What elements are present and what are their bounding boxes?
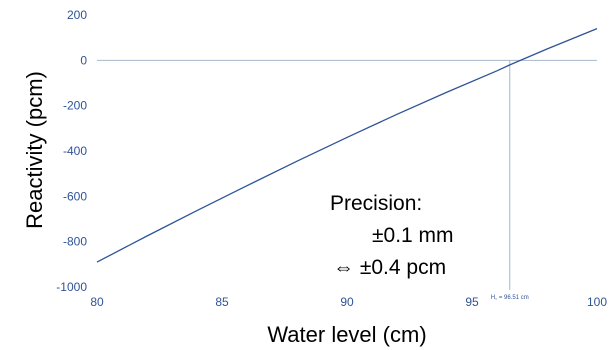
y-tick-label: -600 <box>63 189 87 203</box>
x-tick-label: 85 <box>215 295 229 309</box>
y-tick-label: -200 <box>63 99 87 113</box>
y-tick-labels: -1000 -800 -600 -400 -200 0 200 <box>56 8 87 294</box>
y-tick-label: -1000 <box>56 280 87 294</box>
x-tick-label: 95 <box>465 295 479 309</box>
critical-level-label: H꜀ = 96.51 cm <box>491 295 529 301</box>
x-tick-label: 100 <box>587 295 607 309</box>
x-tick-label: 90 <box>340 295 354 309</box>
x-axis-title: Water level (cm) <box>267 322 426 347</box>
y-tick-label: -400 <box>63 144 87 158</box>
plot-area: H꜀ = 96.51 cm <box>96 27 598 301</box>
x-tick-label: 80 <box>90 295 104 309</box>
series-line-0 <box>96 27 598 263</box>
precision-pcm: ⇔ ±0.4 pcm <box>333 256 446 279</box>
precision-label: Precision: <box>330 192 422 215</box>
precision-mm: ±0.1 mm <box>372 224 454 247</box>
x-tick-labels: 80 85 90 95 100 <box>90 295 607 309</box>
y-tick-label: 0 <box>80 53 87 67</box>
y-tick-label: -800 <box>63 235 87 249</box>
y-tick-label: 200 <box>67 8 87 22</box>
y-axis-title: Reactivity (pcm) <box>22 71 47 229</box>
